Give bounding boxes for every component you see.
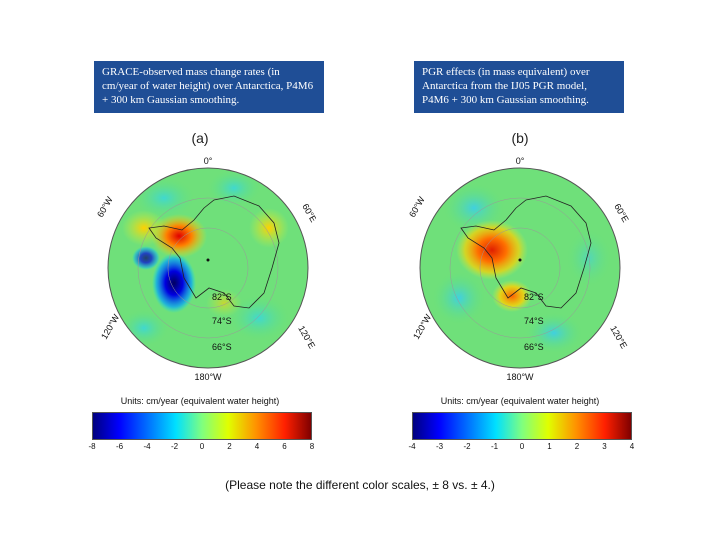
- colorbar-tick: 0: [519, 442, 525, 451]
- colorbar-tick: -6: [115, 442, 124, 451]
- colorbar-tick: -4: [408, 442, 416, 451]
- colorbar-tick: 2: [574, 442, 580, 451]
- panel-label-b: (b): [511, 130, 529, 146]
- lon-label-right-b: 60°E: [612, 202, 630, 224]
- lon-label-bottom-b: 180°W: [506, 372, 534, 382]
- scale-note: (Please note the different color scales,…: [225, 478, 495, 492]
- caption-panel-b: PGR effects (in mass equivalent) over An…: [414, 61, 624, 113]
- lat-label-a-2: 66°S: [212, 342, 232, 352]
- map-panel-a: (a): [84, 128, 316, 458]
- colorbar-b: [412, 412, 632, 440]
- lat-label-a-1: 74°S: [212, 316, 232, 326]
- colorbar-tick: 4: [629, 442, 635, 451]
- colorbar-tick: 8: [309, 442, 315, 451]
- colorbar-tick: -4: [143, 442, 151, 451]
- panel-label-a: (a): [191, 130, 209, 146]
- colorbar-tick: -3: [435, 442, 444, 451]
- lon-label-bottom-a: 180°W: [194, 372, 222, 382]
- lon-label-right-a: 60°E: [300, 202, 316, 224]
- lon-label-left-b: 60°W: [407, 194, 427, 219]
- colorbar-tick: -2: [170, 442, 179, 451]
- colorbar-tick: 2: [227, 442, 232, 451]
- lon-label-left-a: 60°W: [95, 194, 115, 219]
- colorbar-ticks-b: -4 -3 -2 -1 0 1 2 3 4: [408, 442, 635, 454]
- colorbar-tick: 3: [602, 442, 607, 451]
- polar-map-b: 0° 60°W 60°E 120°W 120°E 180°W 82°S 74°S…: [407, 156, 631, 382]
- lon-label-bottom-right-a: 120°E: [296, 324, 316, 350]
- lon-label-bottom-left-b: 120°W: [411, 312, 433, 341]
- lat-label-b-1: 74°S: [524, 316, 544, 326]
- colorbar-tick: 1: [547, 442, 552, 451]
- lon-label-bottom-right-b: 120°E: [608, 324, 629, 350]
- colorbar-tick: 0: [199, 442, 205, 451]
- lat-label-b-2: 66°S: [524, 342, 544, 352]
- colorbar-tick: 6: [282, 442, 287, 451]
- colorbar-title-a: Units: cm/year (equivalent water height): [120, 396, 280, 406]
- lat-label-a-0: 82°S: [212, 292, 232, 302]
- polar-map-a: 0° 60°W 60°E 120°W 120°E 180°W 82°S 74°S…: [95, 156, 316, 382]
- lat-label-b-0: 82°S: [524, 292, 544, 302]
- colorbar-ticks-a: -8 -6 -4 -2 0 2 4 6 8: [88, 442, 315, 454]
- lon-label-top-b: 0°: [516, 156, 525, 166]
- colorbar-tick: -1: [490, 442, 499, 451]
- lon-label-top-a: 0°: [204, 156, 213, 166]
- caption-panel-a: GRACE-observed mass change rates (in cm/…: [94, 61, 324, 113]
- map-panel-b: (b) 0° 60°W 60°: [404, 128, 636, 458]
- colorbar-title-b: Units: cm/year (equivalent water height): [440, 396, 600, 406]
- colorbar-a: [92, 412, 312, 440]
- colorbar-tick: -2: [463, 442, 471, 451]
- lon-label-bottom-left-a: 120°W: [99, 312, 121, 341]
- colorbar-tick: -8: [88, 442, 96, 451]
- colorbar-tick: 4: [254, 442, 260, 451]
